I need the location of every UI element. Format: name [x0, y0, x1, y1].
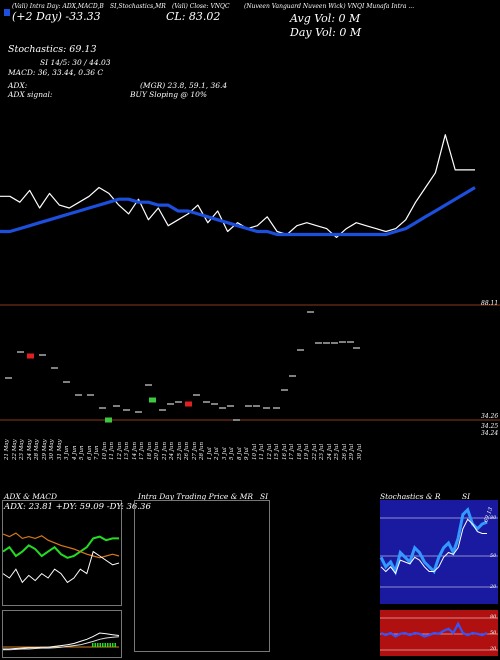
bar-marker — [87, 394, 94, 396]
bar-marker — [233, 419, 240, 421]
close-value: CL: 83.02 — [166, 10, 221, 23]
bar-marker — [135, 411, 142, 413]
rsi-level-20: 20 — [490, 646, 497, 652]
bar-marker — [227, 405, 234, 407]
macd-histogram-bar — [94, 643, 96, 647]
stoch-level-50: 50 — [490, 553, 497, 559]
bar-marker — [123, 409, 130, 411]
bar-marker — [5, 377, 12, 379]
bar-marker — [203, 401, 210, 403]
bar-marker — [281, 389, 288, 391]
bar-marker — [193, 394, 200, 396]
adx-label: ADX: — [8, 81, 28, 90]
macd-histogram-bar — [107, 643, 109, 647]
bar-marker — [331, 342, 338, 344]
header-title-1: (Vali) Intra Day: ADX,MACD,B — [12, 3, 104, 10]
si-readout: SI 14/5: 30 / 44.03 — [40, 58, 111, 67]
macd-line — [3, 632, 120, 650]
day-change: (+2 Day) -33.33 — [12, 10, 101, 23]
bar-marker — [99, 407, 106, 409]
adx-panel-values: ADX: 23.81 +DY: 59.09 -DY: 36.36 — [4, 502, 151, 512]
macd-histogram-bar — [114, 643, 116, 647]
stoch-level-80: 80 — [490, 515, 497, 521]
bar-marker — [149, 397, 156, 403]
level-mid2-label: 34.25 — [481, 423, 499, 430]
avg-vol: Avg Vol: 0 M — [290, 12, 361, 25]
bar-marker — [159, 409, 166, 411]
bar-marker — [219, 407, 226, 409]
adx-panel-title: ADX & MACD — [4, 492, 58, 501]
bar-marker — [323, 342, 330, 344]
minus-di-line — [2, 532, 120, 559]
bar-marker — [297, 349, 304, 351]
rsi-level-80: 80 — [490, 614, 497, 620]
macd-panel — [2, 610, 122, 658]
macd-histogram-bar — [99, 643, 101, 647]
macd-readout: MACD: 36, 33.44, 0.36 C — [8, 68, 104, 77]
adx-line — [2, 550, 120, 584]
bar-marker — [185, 401, 192, 407]
price-chart — [0, 134, 500, 423]
stoch-level-20: 20 — [490, 584, 497, 590]
buy-signal: BUY Sloping @ 10% — [130, 90, 207, 99]
bar-marker — [63, 381, 70, 383]
macd-signal-line — [3, 636, 120, 651]
bar-marker — [289, 375, 296, 377]
moving-average-line — [0, 186, 476, 237]
bar-marker — [353, 347, 360, 349]
level-top-label: 88.11 — [481, 300, 499, 307]
bar-marker — [253, 405, 260, 407]
bar-marker — [211, 403, 218, 405]
intraday-panel-si: SI — [260, 492, 269, 501]
bar-marker — [39, 354, 46, 356]
bar-marker — [307, 311, 314, 313]
bar-marker — [113, 405, 120, 407]
stoch-panel-si: SI — [462, 492, 471, 501]
bar-marker — [263, 407, 270, 409]
bar-marker — [75, 394, 82, 396]
adx-signal-label: ADX signal: — [8, 90, 53, 99]
intraday-panel — [134, 500, 270, 652]
macd-histogram-bar — [112, 643, 114, 647]
level-mid3-label: 34.24 — [481, 430, 499, 437]
bar-marker — [105, 417, 112, 423]
macd-histogram-bar — [104, 643, 106, 647]
price-line — [0, 134, 475, 238]
day-vol: Day Vol: 0 M — [290, 26, 362, 39]
header-title-3: (Vali) Close: VNQC — [172, 3, 230, 10]
bar-marker — [27, 353, 34, 359]
macd-histogram-bar — [102, 643, 104, 647]
header-title-2: SI,Stochastics,MR — [110, 3, 166, 10]
macd-histogram-bar — [92, 643, 94, 647]
stoch-k-line — [379, 507, 488, 576]
bar-marker — [315, 342, 322, 344]
legend-swatch — [4, 9, 10, 16]
bar-marker — [17, 351, 24, 353]
adx-values: (MGR) 23.8, 59.1, 36.4 — [140, 81, 228, 90]
bar-marker — [175, 401, 182, 403]
bar-marker — [339, 341, 346, 343]
stoch-d-line — [380, 518, 487, 575]
stochastics-readout: Stochastics: 69.13 — [8, 44, 97, 55]
level-mid1-label: 34.26 — [481, 413, 499, 420]
bar-marker — [273, 407, 280, 409]
bar-marker — [245, 405, 252, 407]
bar-marker — [347, 341, 354, 343]
stoch-panel-title: Stochastics & R — [380, 492, 441, 501]
bar-marker — [167, 403, 174, 405]
macd-histogram-bar — [109, 643, 111, 647]
rsi-line — [380, 621, 488, 638]
bar-marker — [145, 384, 152, 386]
header-title-4: (Nuveen Vanguard Nuveen Wick) VNQI Munaf… — [244, 3, 415, 10]
rsi-level-50: 50 — [490, 630, 497, 636]
adx-panel — [2, 500, 122, 606]
bar-marker — [51, 367, 58, 369]
plus-di-line — [2, 535, 119, 559]
macd-histogram-bar — [97, 643, 99, 647]
intraday-panel-title: Intra Day Trading Price & MR — [138, 492, 254, 501]
